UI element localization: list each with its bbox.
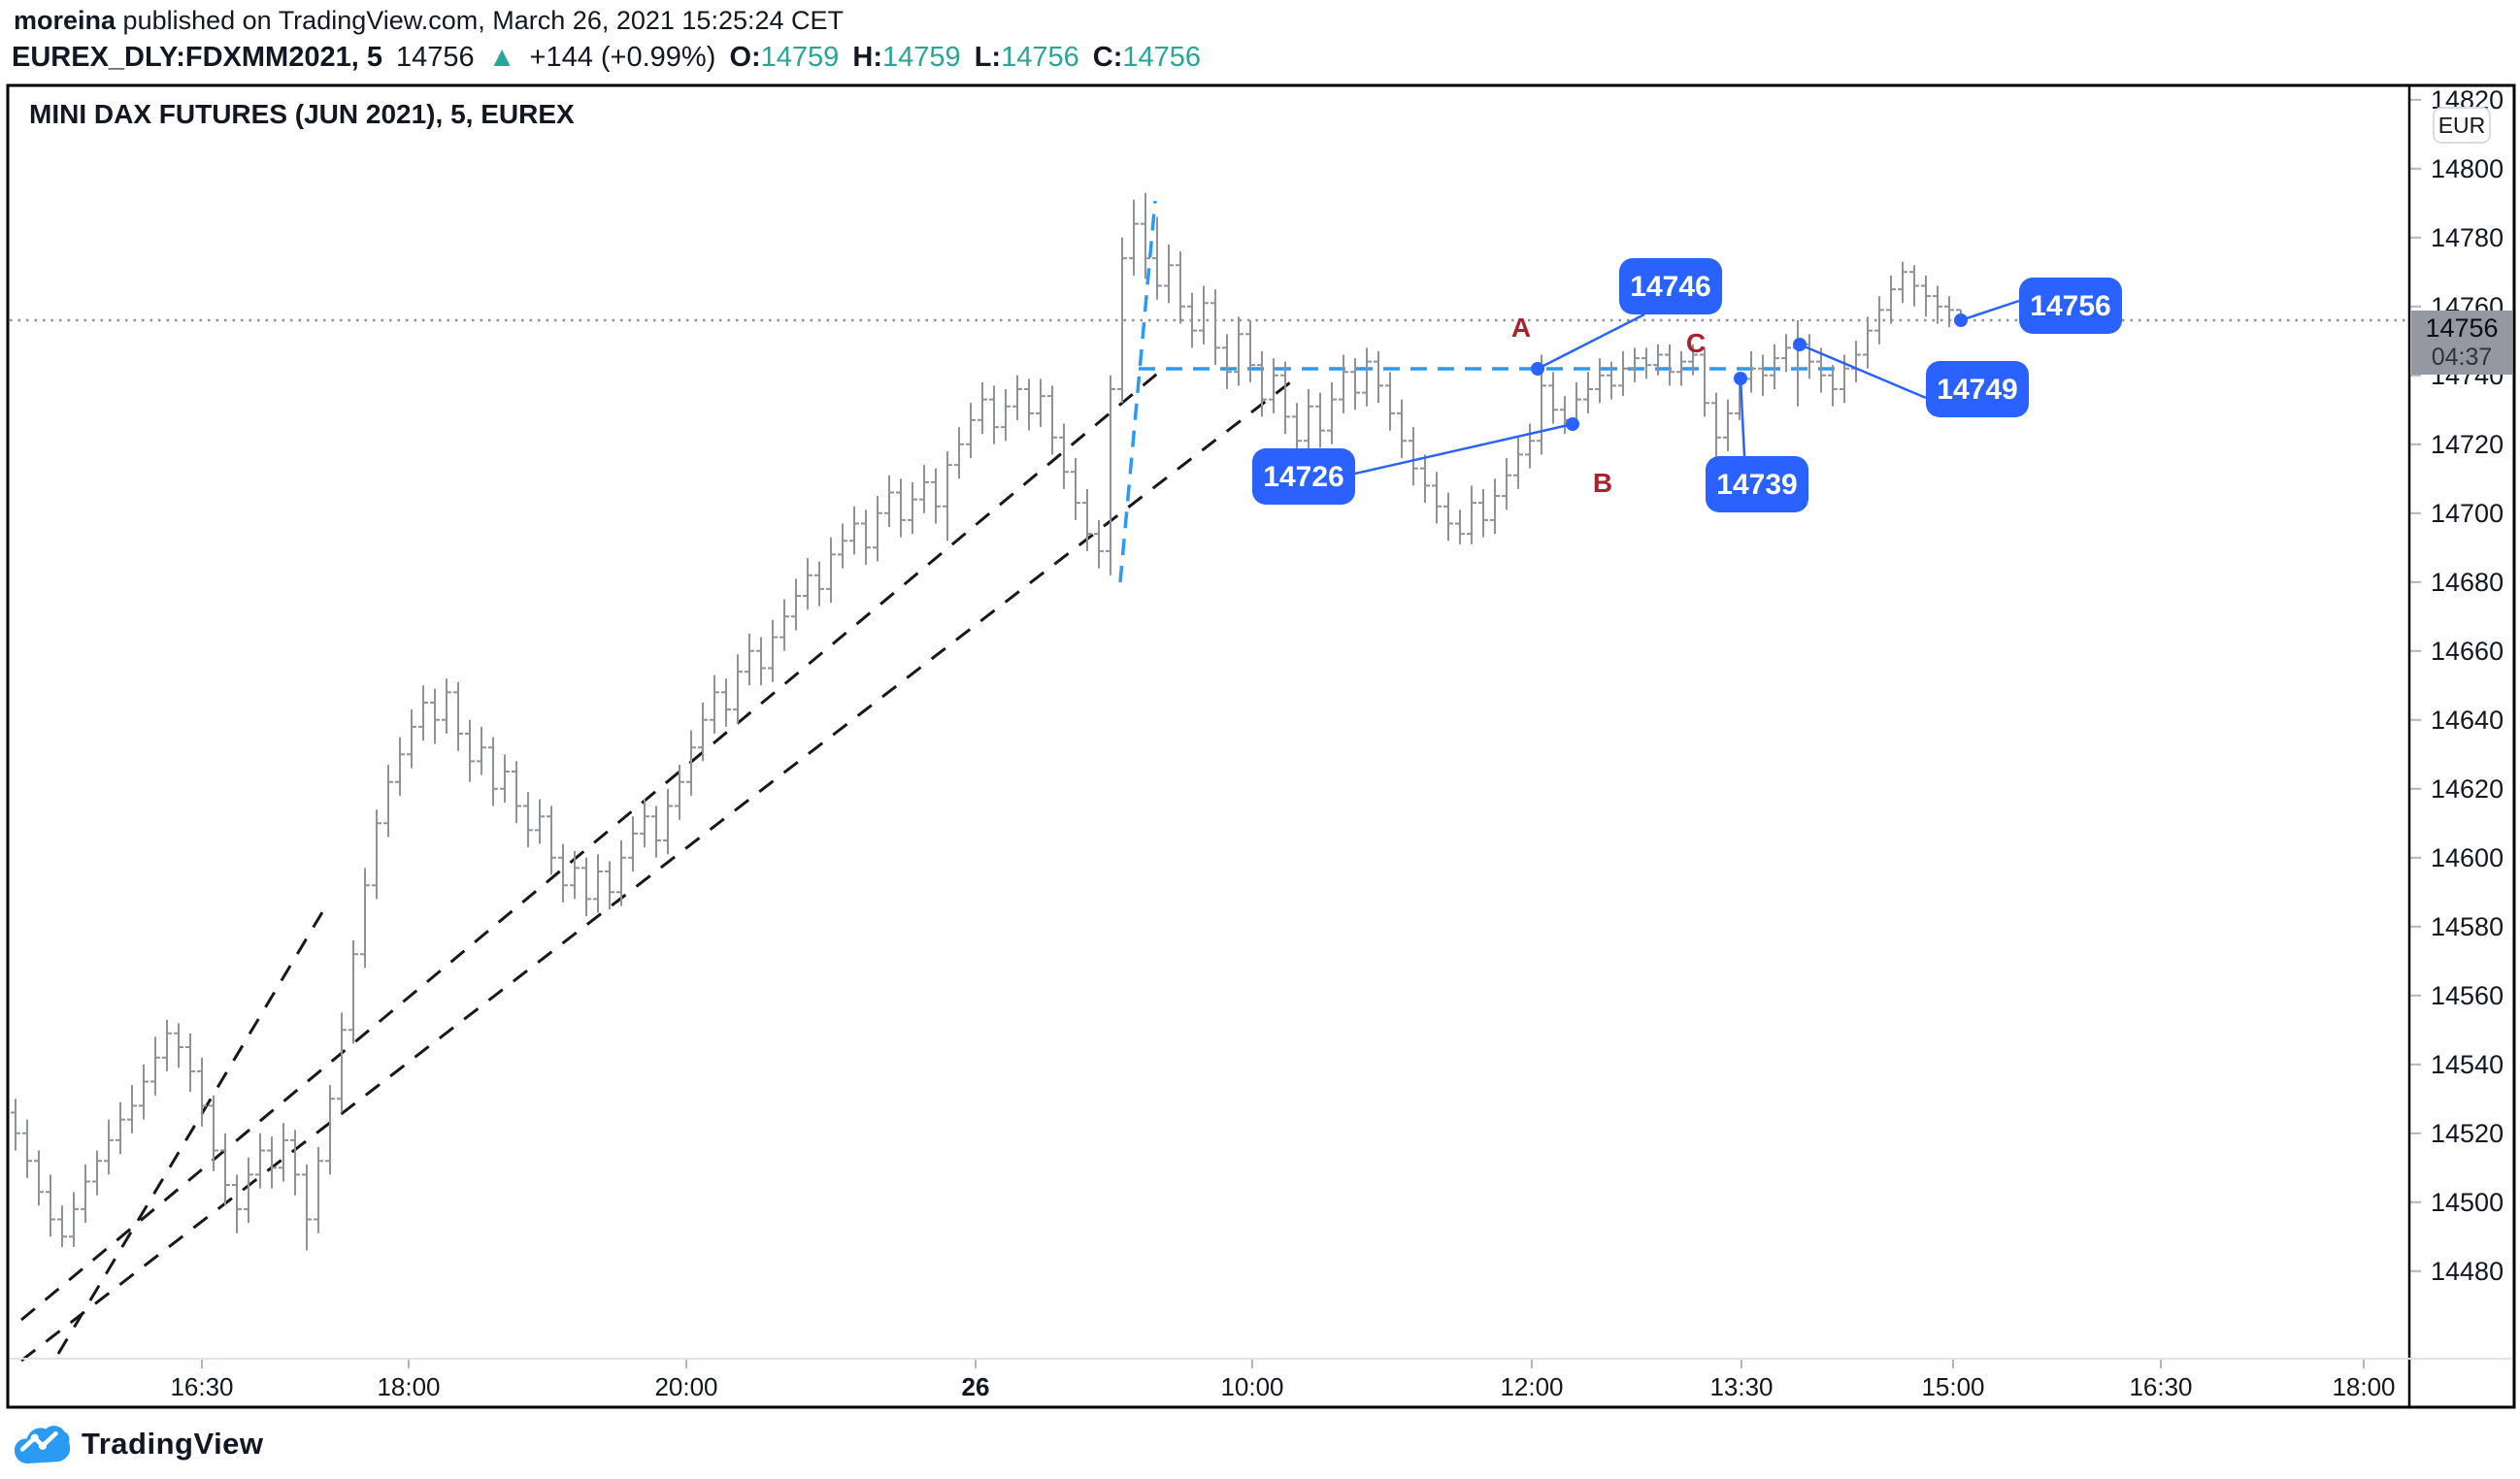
price-axis-label: 14660 xyxy=(2431,637,2503,666)
symbol-header: EUREX_DLY:FDXMM2021, 5 14756 ▲ +144 (+0.… xyxy=(12,41,1207,74)
callout-box[interactable] xyxy=(1706,456,1808,512)
time-axis-label: 26 xyxy=(962,1372,990,1401)
time-axis-label: 15:00 xyxy=(1921,1372,1984,1401)
price-axis-label: 14560 xyxy=(2431,981,2503,1010)
price-axis[interactable] xyxy=(2409,85,2514,1359)
callout-value: 14726 xyxy=(1263,461,1343,493)
high-label: H: xyxy=(852,42,882,73)
price-axis-label: 14680 xyxy=(2431,568,2503,597)
price-callout-14726[interactable]: 14726 xyxy=(1252,417,1579,505)
close-label: C: xyxy=(1092,42,1123,73)
open-label: O: xyxy=(729,42,761,73)
callout-connector[interactable] xyxy=(1739,378,1746,457)
time-axis-label: 10:00 xyxy=(1220,1372,1283,1401)
chart-plot-area[interactable] xyxy=(10,85,2409,1359)
up-arrow-icon: ▲ xyxy=(487,42,516,73)
symbol-name: EUREX_DLY:FDXMM2021, 5 xyxy=(12,42,382,73)
callout-value: 14739 xyxy=(1716,469,1797,501)
callout-anchor-dot[interactable] xyxy=(1566,417,1579,431)
callout-box[interactable] xyxy=(1252,448,1355,505)
time-axis-label: 18:00 xyxy=(377,1372,440,1401)
price-axis-label: 14640 xyxy=(2431,706,2503,735)
price-axis-label: 14800 xyxy=(2431,154,2503,183)
price-axis-label: 14500 xyxy=(2431,1188,2503,1217)
price-change: +144 (+0.99%) xyxy=(529,42,716,73)
time-axis-label: 16:30 xyxy=(2129,1372,2192,1401)
price-axis-label: 14620 xyxy=(2431,774,2503,804)
price-axis-label: 14700 xyxy=(2431,499,2503,528)
time-axis-label: 12:00 xyxy=(1500,1372,1563,1401)
price-axis-label: 14580 xyxy=(2431,912,2503,941)
callout-value: 14756 xyxy=(2030,290,2110,322)
byline-text: published on TradingView.com, March 26, … xyxy=(116,6,845,35)
price-callout-14746[interactable]: 14746 xyxy=(1531,258,1722,376)
wave-letter-b: B xyxy=(1593,468,1612,498)
time-axis-label: 18:00 xyxy=(2332,1372,2395,1401)
wave-letter-c: C xyxy=(1686,328,1706,358)
bar-countdown: 04:37 xyxy=(2431,344,2493,371)
callout-value: 14749 xyxy=(1937,374,2017,406)
chart-outer-border xyxy=(6,83,2516,1409)
callout-connector[interactable] xyxy=(1354,422,1574,476)
time-axis-label: 13:30 xyxy=(1709,1372,1773,1401)
callout-anchor-dot[interactable] xyxy=(1954,313,1968,327)
trendline-dashed-short[interactable] xyxy=(56,906,327,1355)
price-axis-label: 14780 xyxy=(2431,223,2503,252)
callout-connector[interactable] xyxy=(1960,299,2020,322)
high-value: 14759 xyxy=(881,42,961,73)
low-value: 14756 xyxy=(1001,42,1079,73)
callout-connector[interactable] xyxy=(1537,312,1645,371)
time-axis[interactable] xyxy=(10,1359,2514,1407)
price-axis-label: 14520 xyxy=(2431,1119,2503,1148)
chart-title: MINI DAX FUTURES (JUN 2021), 5, EUREX xyxy=(29,99,575,129)
currency-button[interactable]: EUR xyxy=(2433,107,2491,144)
callout-connector[interactable] xyxy=(1799,343,1927,400)
author-name: moreina xyxy=(14,6,116,35)
open-value: 14759 xyxy=(760,42,840,73)
price-axis-label: 14480 xyxy=(2431,1257,2503,1286)
time-axis-label: 16:30 xyxy=(170,1372,233,1401)
price-axis-label: 14540 xyxy=(2431,1050,2503,1079)
time-axis-label: 20:00 xyxy=(654,1372,717,1401)
callout-anchor-dot[interactable] xyxy=(1793,338,1807,351)
byline: moreina published on TradingView.com, Ma… xyxy=(14,6,844,35)
ohlc-bars xyxy=(11,192,1966,1251)
last-price-value: 14756 xyxy=(2425,313,2499,343)
price-axis-label: 14600 xyxy=(2431,843,2503,872)
wave-letter-a: A xyxy=(1511,312,1531,343)
low-label: L: xyxy=(974,42,1002,73)
callout-anchor-dot[interactable] xyxy=(1734,372,1747,385)
close-value: 14756 xyxy=(1122,42,1202,73)
price-callout-14749[interactable]: 14749 xyxy=(1793,338,2029,417)
callout-box[interactable] xyxy=(2019,278,2122,334)
callout-box[interactable] xyxy=(1619,258,1722,314)
last-price-axis-badge[interactable]: 14756 04:37 xyxy=(2411,311,2512,375)
trendline-dashed-lower[interactable] xyxy=(20,375,1299,1363)
tradingview-logo-text: TradingView xyxy=(82,1427,264,1461)
price-callout-14739[interactable]: 14739 xyxy=(1706,372,1808,512)
last-price: 14756 xyxy=(396,42,475,73)
tradingview-cloud-icon xyxy=(14,1426,70,1463)
price-axis-label: 14720 xyxy=(2431,430,2503,459)
price-callout-14756[interactable]: 14756 xyxy=(1954,278,2122,334)
callout-anchor-dot[interactable] xyxy=(1531,362,1544,376)
callout-value: 14746 xyxy=(1630,271,1710,303)
breakout-dashed-line-steep[interactable] xyxy=(1118,200,1157,583)
tradingview-logo[interactable]: TradingView xyxy=(14,1423,264,1465)
callout-box[interactable] xyxy=(1926,361,2029,417)
